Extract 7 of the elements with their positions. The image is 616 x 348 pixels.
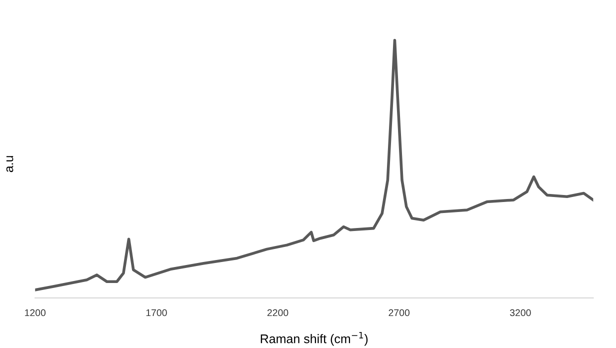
x-tick-label: 1700	[146, 309, 167, 316]
x-tick-label: 3200	[510, 309, 531, 316]
x-axis-title: Raman shift (cm$^{−1}$)	[260, 332, 368, 346]
x-tick-label: 1200	[25, 309, 46, 316]
x-tick-label: 2200	[267, 309, 288, 316]
x-tick-label: 2700	[388, 309, 410, 316]
y-axis-title: a.u	[6, 156, 14, 172]
